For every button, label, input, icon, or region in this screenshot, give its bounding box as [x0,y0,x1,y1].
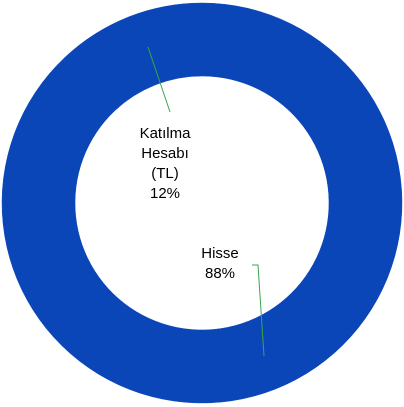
slice-label: Katılma Hesabı (TL) 12% [120,124,210,204]
value-label: 12% [149,185,181,202]
slice-label: Hisse 88% [180,244,260,284]
slice [64,2,203,111]
value-label: 88% [204,265,236,282]
leader-line [147,46,171,113]
leader-line [252,264,265,357]
category-label: Hisse [201,245,239,262]
category-label: Katılma Hesabı (TL) [139,125,191,182]
